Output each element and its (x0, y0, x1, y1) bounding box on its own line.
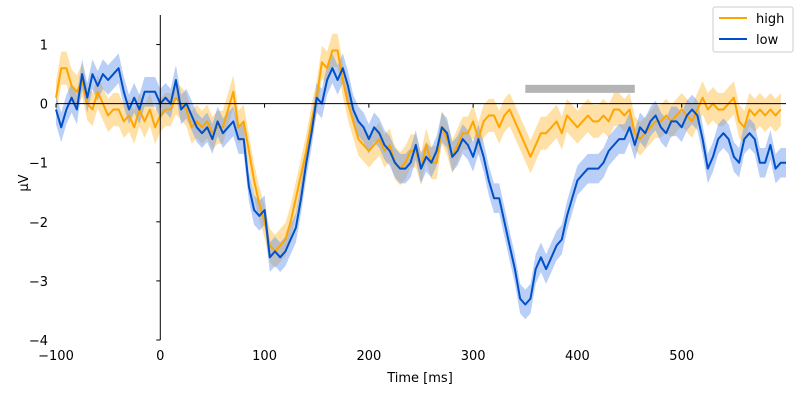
y-tick-label: 1 (40, 39, 48, 54)
axes (56, 15, 786, 340)
x-tick-label: 300 (461, 349, 486, 364)
legend-label-low: low (756, 33, 779, 48)
line-low (55, 67, 786, 306)
x-axis-label: Time [ms] (386, 371, 453, 386)
band-low (56, 53, 786, 320)
x-tick-label: 400 (565, 349, 590, 364)
y-tick-label: −4 (29, 334, 48, 349)
significance-bar-group (525, 84, 635, 93)
significance-bar (525, 84, 635, 93)
y-tick-label: −1 (29, 157, 48, 172)
x-tick-label: 0 (156, 349, 164, 364)
y-axis-label: µV (17, 174, 32, 191)
ticks: −100 0 100 200 300 400 500 −4 −3 −2 −1 0 1 (29, 39, 694, 364)
y-tick-label: 0 (40, 98, 48, 113)
confidence-bands (56, 33, 786, 320)
band-high (56, 33, 781, 268)
legend: high low (712, 6, 794, 53)
x-tick-label: 200 (356, 349, 381, 364)
x-tick-label: 100 (252, 349, 277, 364)
y-tick-label: −2 (29, 216, 48, 231)
legend-label-high: high (756, 12, 784, 27)
x-tick-label: 500 (669, 349, 694, 364)
series-lines (55, 49, 786, 306)
x-tick-label: −100 (38, 349, 74, 364)
y-tick-label: −3 (29, 275, 48, 290)
